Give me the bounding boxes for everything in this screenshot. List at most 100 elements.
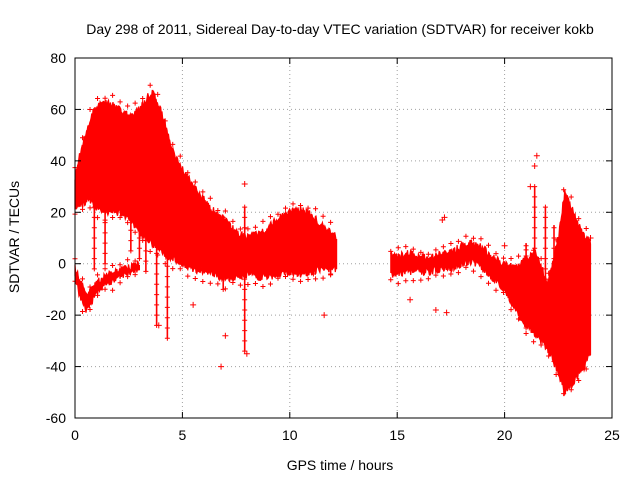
data-point <box>192 179 198 185</box>
data-point <box>283 205 289 211</box>
data-point <box>542 225 548 231</box>
data-point <box>305 205 311 211</box>
data-point <box>551 307 557 313</box>
data-point <box>542 307 548 313</box>
data-point-outlier <box>407 296 414 303</box>
data-point <box>252 224 258 230</box>
data-point <box>91 204 97 210</box>
data-point <box>532 194 538 200</box>
data-point <box>164 253 170 259</box>
data-point <box>155 91 161 97</box>
data-point <box>143 196 149 202</box>
data-point <box>125 257 131 263</box>
data-point <box>164 232 170 238</box>
data-point <box>154 250 160 256</box>
data-point <box>267 214 273 220</box>
data-point <box>553 372 559 378</box>
data-point <box>125 103 131 109</box>
data-point <box>551 276 557 282</box>
x-tick-label: 0 <box>71 427 79 443</box>
data-point <box>531 339 537 345</box>
data-point-outlier <box>441 214 448 221</box>
data-point <box>551 266 557 272</box>
data-point <box>538 342 544 348</box>
data-point <box>200 278 206 284</box>
data-point <box>576 216 582 222</box>
data-point <box>91 163 97 169</box>
plot-frame <box>74 57 613 419</box>
data-point <box>298 202 304 208</box>
data-point <box>242 225 248 231</box>
data-point <box>215 281 221 287</box>
data-point <box>395 281 401 287</box>
data-point <box>290 201 296 207</box>
data-point <box>164 243 170 249</box>
data-point <box>523 325 529 331</box>
data-point <box>532 245 538 251</box>
data-point <box>102 250 108 256</box>
data-point <box>410 246 416 252</box>
data-point <box>117 262 123 268</box>
data-point <box>242 266 248 272</box>
data-point <box>551 348 557 354</box>
data-point-outlier <box>218 363 225 370</box>
data-point <box>516 253 522 259</box>
data-point <box>542 338 548 344</box>
data-point <box>542 276 548 282</box>
data-point <box>132 229 138 235</box>
data-point <box>516 316 522 322</box>
data-point <box>532 235 538 241</box>
y-tick-label: -20 <box>46 307 66 323</box>
data-point <box>260 218 266 224</box>
data-point <box>207 195 213 201</box>
data-point <box>164 315 170 321</box>
data-point <box>448 241 454 247</box>
data-point <box>136 245 142 251</box>
data-point-outlier <box>321 312 328 319</box>
data-point <box>310 271 316 277</box>
data-point <box>568 194 574 200</box>
data-point <box>132 272 138 278</box>
data-point <box>164 284 170 290</box>
data-point <box>102 148 108 154</box>
data-point <box>164 212 170 218</box>
data-point <box>136 214 142 220</box>
x-axis-label: GPS time / hours <box>287 457 394 473</box>
data-point <box>128 196 134 202</box>
data-point <box>328 219 334 225</box>
data-point <box>532 225 538 231</box>
data-point <box>242 204 248 210</box>
data-point <box>542 328 548 334</box>
data-band-early-main <box>74 89 338 283</box>
data-point <box>95 292 101 298</box>
data-point <box>143 248 149 254</box>
data-point <box>95 272 101 278</box>
data-point <box>192 275 198 281</box>
data-point <box>87 284 93 290</box>
data-point <box>523 304 529 310</box>
data-point <box>551 235 557 241</box>
data-point <box>164 274 170 280</box>
data-point <box>177 153 183 159</box>
data-point <box>403 244 409 250</box>
axes: 0 5 10 15 20 25 -60 -40 -20 0 20 40 60 80 <box>46 50 620 443</box>
data-point <box>147 249 153 255</box>
data-point <box>132 258 138 264</box>
data-point <box>418 277 424 283</box>
data-point <box>102 261 108 267</box>
data-point <box>164 325 170 331</box>
data-point <box>478 274 484 280</box>
data-point <box>220 225 226 231</box>
data-point <box>80 206 86 212</box>
data-point <box>143 258 149 264</box>
data-point <box>242 297 248 303</box>
data-point <box>425 276 431 282</box>
y-tick-label: -40 <box>46 359 66 375</box>
data-point <box>128 207 134 213</box>
data-point <box>128 227 134 233</box>
data-point <box>551 286 557 292</box>
data-point <box>463 233 469 239</box>
data-point <box>230 279 236 285</box>
data-point <box>136 173 142 179</box>
